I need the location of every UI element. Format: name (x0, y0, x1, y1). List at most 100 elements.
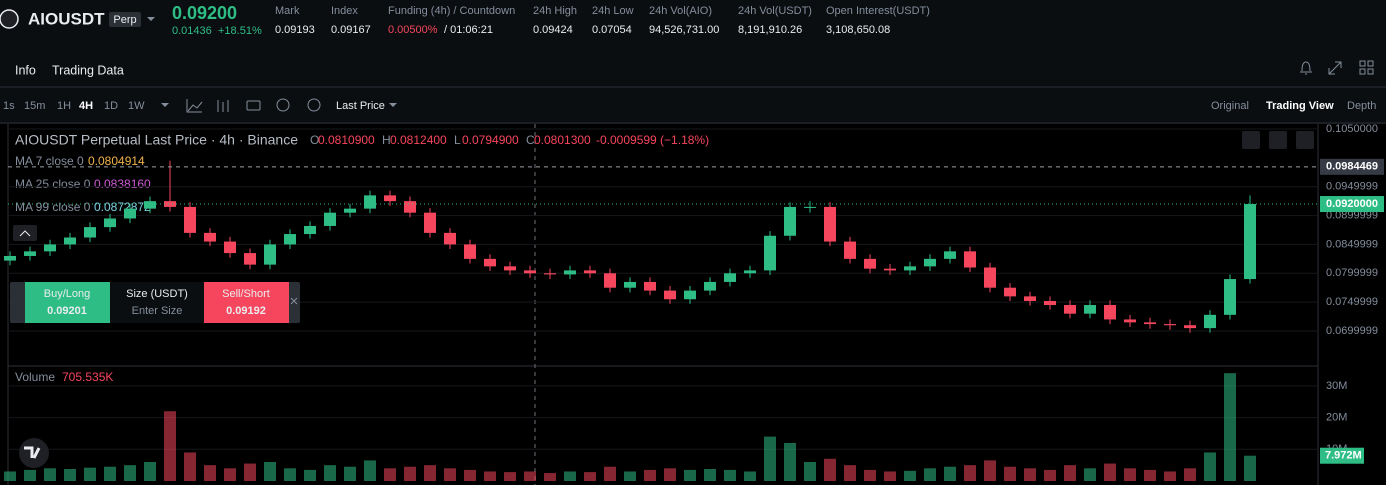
price-type[interactable]: Last Price (336, 100, 385, 112)
size-input[interactable] (110, 282, 204, 323)
interval[interactable]: 1H (57, 100, 71, 112)
candle-body (264, 244, 276, 265)
tab[interactable]: Info (15, 63, 36, 77)
candle-icon[interactable] (217, 100, 229, 112)
candle-body (784, 206, 796, 236)
stat-label: Funding (4h) / Countdown (388, 5, 515, 17)
button[interactable] (1242, 131, 1260, 149)
volume-value: 705.535K (62, 370, 113, 384)
buy-button[interactable] (25, 282, 110, 323)
sell-price: 0.09192 (226, 305, 266, 317)
candle-body (564, 270, 576, 275)
candle-body (364, 195, 376, 209)
candle-body (284, 234, 296, 245)
button[interactable] (1296, 131, 1314, 149)
sell-button[interactable] (204, 282, 289, 323)
volume-bar (344, 466, 356, 481)
volume-bar (524, 471, 536, 481)
button[interactable] (1269, 131, 1287, 149)
candle-body (544, 273, 556, 275)
y-tick-label: 0.0849999 (1326, 238, 1378, 250)
collapse-button[interactable] (13, 225, 37, 241)
dropdown-icon[interactable] (147, 17, 155, 21)
volume-bar (1164, 471, 1176, 481)
symbol[interactable]: AIOUSDT (28, 9, 105, 28)
stat-label: 24h Vol(AIO) (649, 5, 712, 17)
volume-bar (1244, 455, 1256, 481)
volume-bar (764, 436, 776, 481)
candle-body (944, 251, 956, 259)
close-icon[interactable] (290, 297, 298, 305)
volume-bar (224, 468, 236, 481)
candle-body (24, 251, 36, 256)
candle-body (924, 258, 936, 267)
stat-value: 0.09193 (275, 24, 315, 36)
dropdown-icon[interactable] (161, 103, 169, 107)
interval[interactable]: 1D (104, 100, 118, 112)
candle-body (184, 206, 196, 233)
stat-label: 24h High (533, 5, 577, 17)
candle-body (884, 268, 896, 271)
collapse-icon (19, 230, 31, 237)
price-tag (1320, 196, 1384, 213)
price-change-pct: +18.51% (218, 25, 262, 37)
interval[interactable]: 15m (24, 100, 45, 112)
settings-icon[interactable] (307, 98, 321, 112)
view-tab[interactable]: Original (1211, 100, 1249, 112)
bell-icon[interactable] (1300, 61, 1312, 75)
y-tick-label: 0.1050000 (1326, 123, 1378, 135)
volume-bar (364, 460, 376, 481)
price-change: 0.01436 (172, 25, 212, 37)
volume-bar (924, 468, 936, 481)
logo (0, 9, 19, 29)
indicator-icon[interactable] (186, 99, 203, 113)
volume-bar (864, 469, 876, 481)
volume-bar (784, 442, 796, 481)
view-tab[interactable]: Depth (1347, 100, 1376, 112)
tab[interactable]: Trading Data (52, 63, 124, 77)
v-tick-label: 30M (1326, 380, 1347, 392)
candle-body (1044, 300, 1056, 306)
volume-bar (284, 468, 296, 481)
candle-body (464, 244, 476, 259)
volume-bar (664, 468, 676, 481)
view-tab[interactable]: Trading View (1266, 100, 1334, 112)
candle-body (104, 218, 116, 228)
candle-body (164, 201, 176, 207)
ohlc-change: -0.0009599 (−1.18%) (596, 133, 709, 147)
volume-bar (84, 467, 96, 481)
dropdown-icon[interactable] (389, 103, 397, 107)
interval[interactable]: 4H (79, 100, 93, 112)
candle-body (1064, 305, 1076, 314)
volume-bar (1204, 452, 1216, 481)
interval[interactable]: 1s (3, 100, 15, 112)
stat-value: 94,526,731.00 (649, 24, 719, 36)
interval[interactable]: 1W (128, 100, 145, 112)
ohlc-value: 0.0801300 (534, 133, 591, 147)
candle-body (664, 290, 676, 300)
ohlc-key: O (310, 133, 319, 147)
volume-bar (604, 466, 616, 481)
volume-bar (1144, 469, 1156, 481)
candle-body (724, 273, 736, 282)
volume-bar (164, 411, 176, 481)
candle-body (304, 225, 316, 235)
price-tag-label: 0.0920000 (1326, 198, 1378, 210)
sell-label: Sell/Short (222, 288, 270, 300)
layout-icon[interactable] (1359, 60, 1374, 75)
price-tag (1320, 158, 1384, 175)
candle-body (244, 253, 256, 265)
size-placeholder: Enter Size (132, 305, 183, 317)
candle-body (1084, 305, 1096, 314)
add-icon[interactable] (276, 98, 290, 112)
camera-icon[interactable] (246, 100, 261, 111)
stat-value: 0.07054 (592, 24, 632, 36)
volume-bar (384, 468, 396, 481)
candle-body (44, 244, 56, 252)
ohlc-key: L (454, 133, 461, 147)
volume-bar (44, 468, 56, 481)
stat-value: 8,191,910.26 (738, 24, 802, 36)
size-label: Size (USDT) (126, 288, 188, 300)
expand-icon[interactable] (1328, 61, 1342, 75)
ohlc-key: C (526, 133, 535, 147)
